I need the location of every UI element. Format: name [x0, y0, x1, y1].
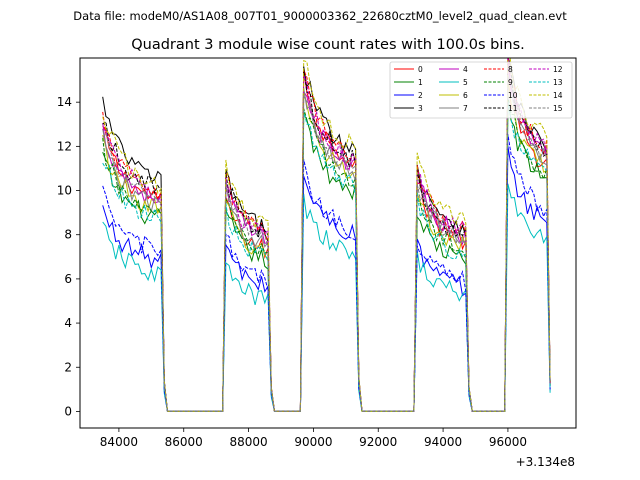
x-tick-label: 92000 [359, 435, 397, 449]
x-tick-label: 90000 [294, 435, 332, 449]
y-tick-label: 0 [64, 404, 72, 418]
series-layer [102, 58, 551, 412]
legend-label-12: 12 [553, 65, 563, 74]
x-axis: 84000 86000 88000 90000 92000 94000 96000 [100, 428, 527, 449]
legend-label-15: 15 [553, 104, 563, 113]
x-tick-label: 84000 [100, 435, 138, 449]
x-axis-offset-label: +3.134e8 [516, 455, 575, 469]
legend-label-1: 1 [418, 78, 423, 87]
y-tick-label: 4 [64, 316, 72, 330]
y-tick-label: 8 [64, 228, 72, 242]
x-tick-label: 96000 [489, 435, 527, 449]
legend-label-5: 5 [463, 78, 468, 87]
legend-label-8: 8 [508, 65, 513, 74]
legend-label-11: 11 [508, 104, 518, 113]
series-line-13 [102, 101, 551, 412]
legend-label-4: 4 [463, 65, 468, 74]
legend-frame [389, 61, 573, 119]
legend-label-6: 6 [463, 91, 468, 100]
legend-label-9: 9 [508, 78, 513, 87]
y-tick-label: 6 [64, 272, 72, 286]
legend-label-10: 10 [508, 91, 518, 100]
series-line-8 [102, 58, 551, 412]
y-tick-label: 12 [57, 139, 72, 153]
figure-suptitle: Data file: modeM0/AS1A08_007T01_90000033… [73, 9, 567, 23]
plot-area-frame [79, 57, 577, 429]
y-tick-label: 14 [57, 95, 72, 109]
y-tick-label: 2 [64, 360, 72, 374]
legend-label-3: 3 [418, 104, 423, 113]
legend-label-7: 7 [463, 104, 468, 113]
x-tick-label: 86000 [165, 435, 203, 449]
legend-label-2: 2 [418, 91, 423, 100]
y-axis: 0 2 4 6 8 10 12 14 [57, 95, 80, 418]
x-tick-label: 94000 [424, 435, 462, 449]
series-line-15 [102, 75, 551, 412]
legend-label-13: 13 [553, 78, 563, 87]
legend-label-0: 0 [418, 65, 423, 74]
y-tick-label: 10 [57, 184, 72, 198]
series-line-14 [102, 58, 551, 412]
legend-label-14: 14 [553, 91, 563, 100]
chart-title: Quadrant 3 module wise count rates with … [131, 37, 525, 53]
x-tick-label: 88000 [229, 435, 267, 449]
